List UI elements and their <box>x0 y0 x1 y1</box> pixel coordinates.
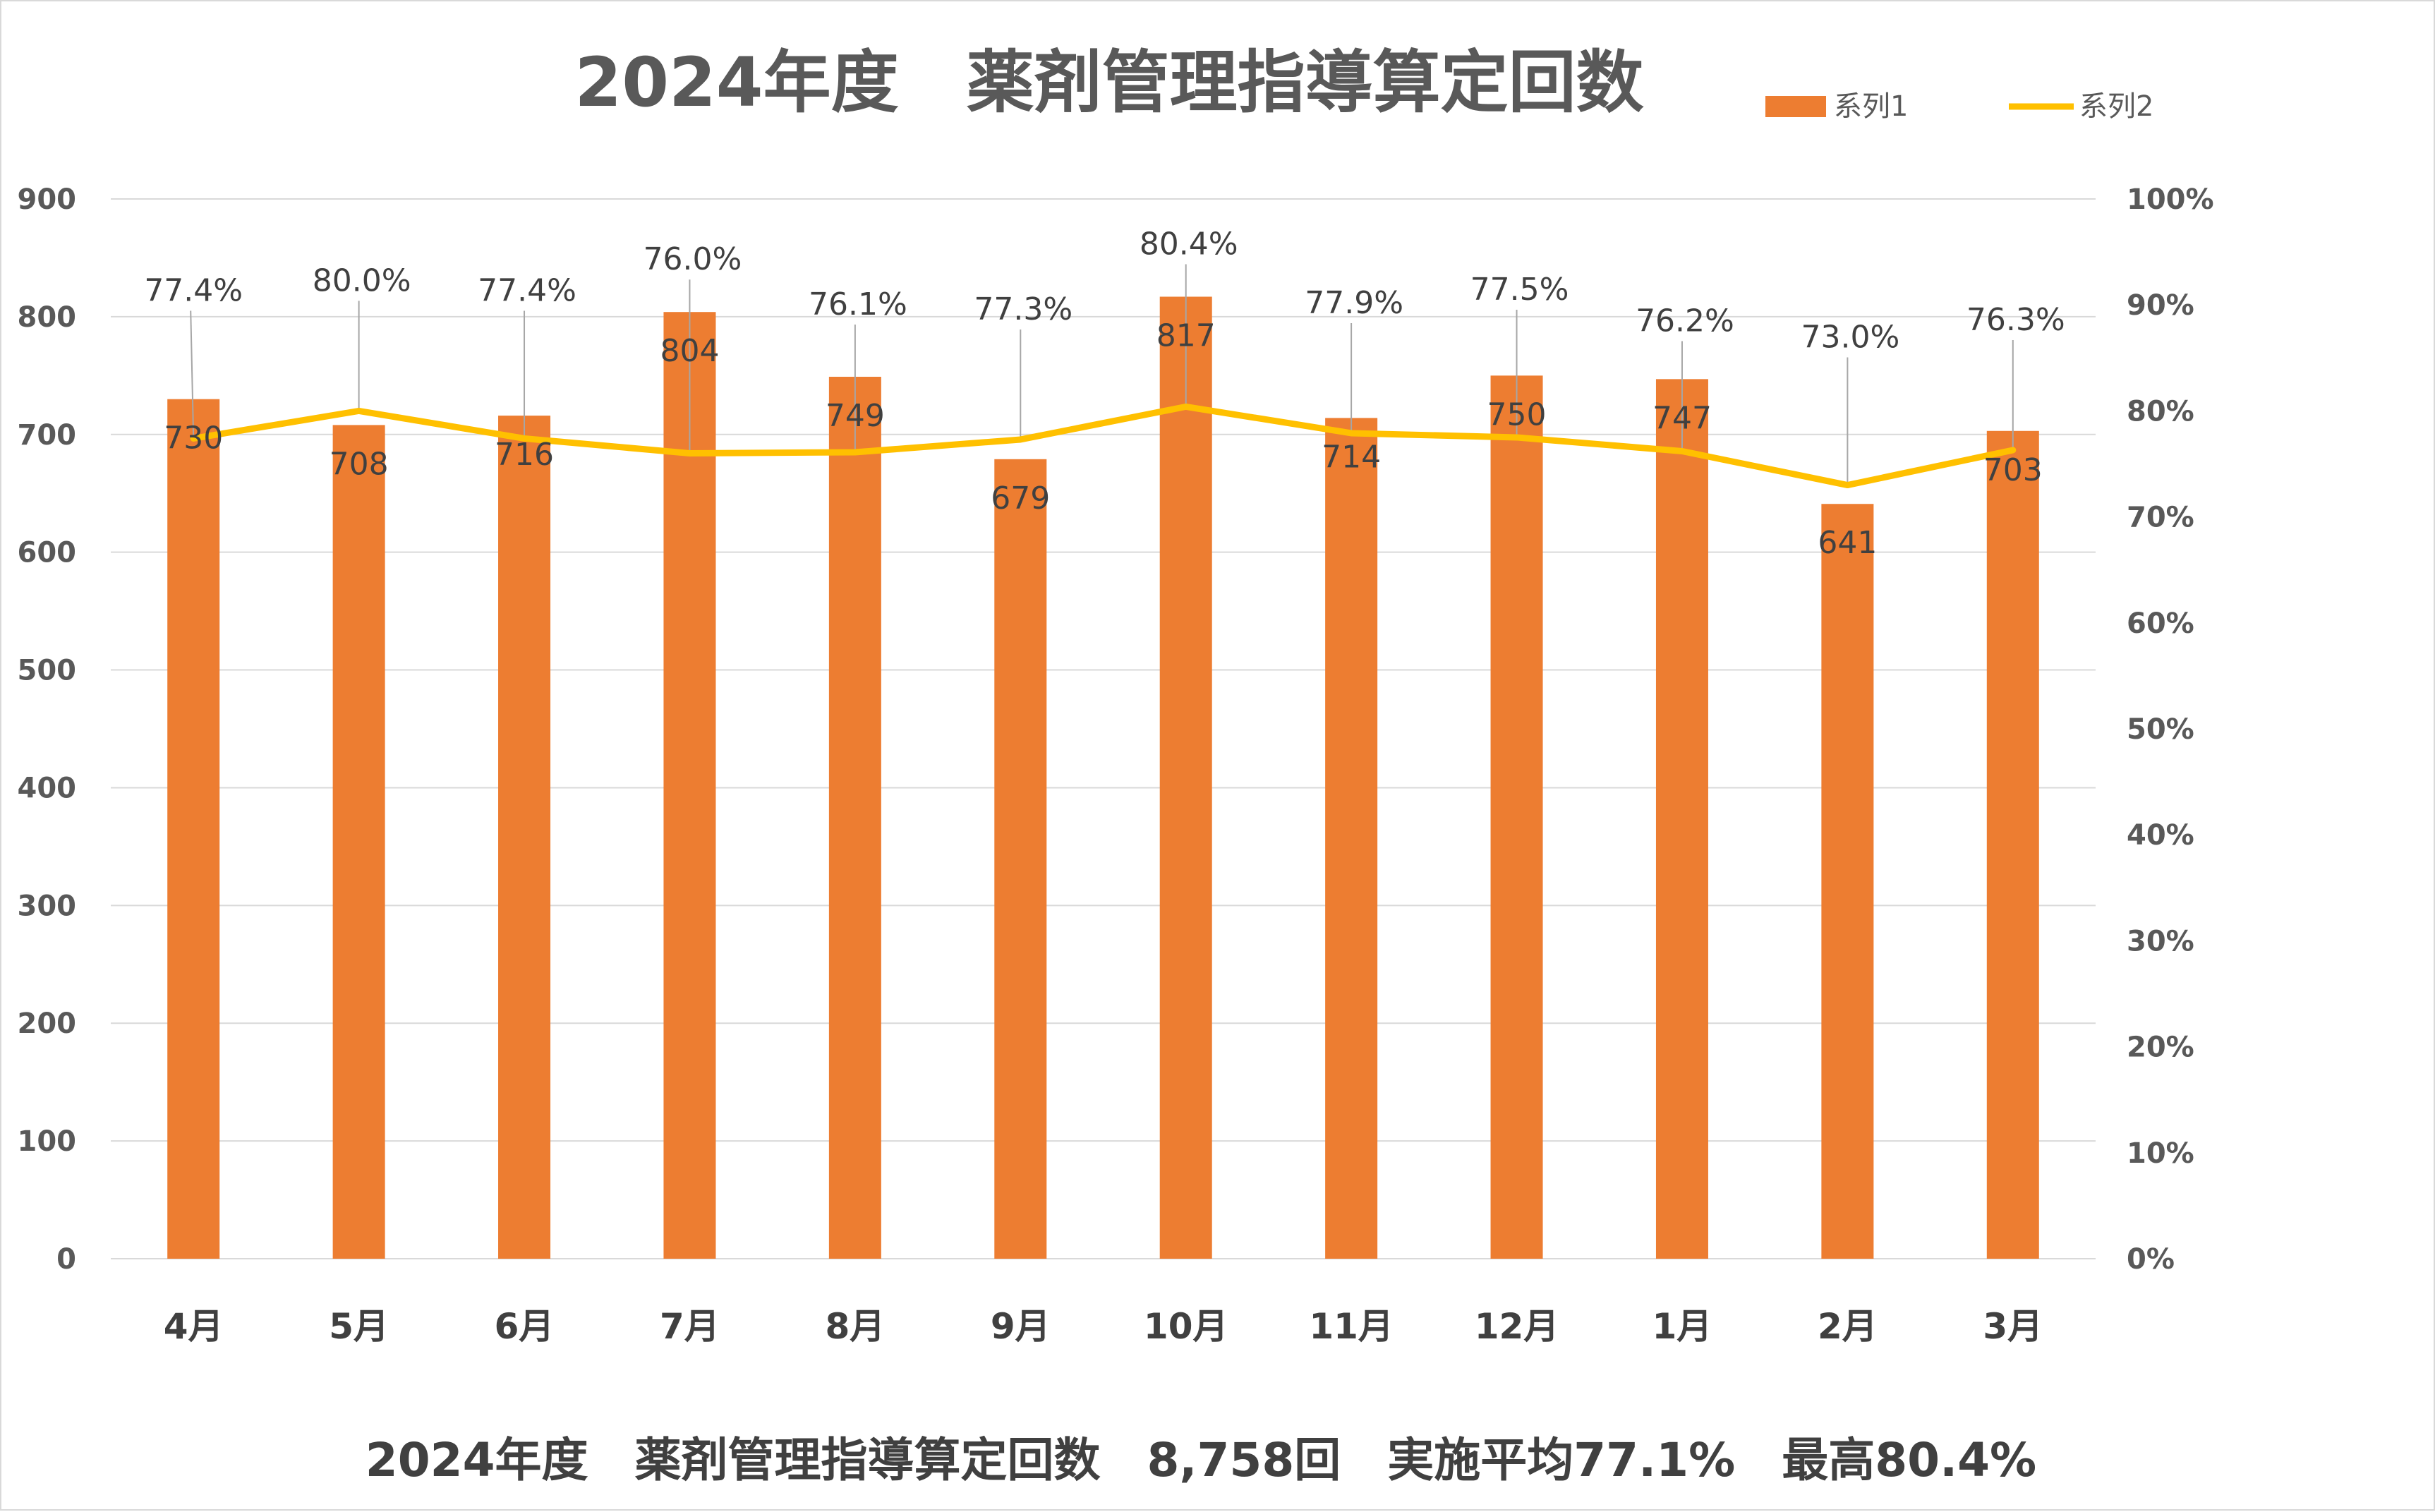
bar-series <box>167 296 2039 1259</box>
bar <box>828 377 881 1259</box>
line-series <box>190 403 2017 489</box>
left-axis-tick-label: 700 <box>18 419 77 452</box>
line-data-label: 77.4% <box>144 272 243 308</box>
right-axis-tick-label: 90% <box>2127 289 2194 322</box>
bar <box>1986 430 2039 1259</box>
bar-data-label: 714 <box>1322 439 1381 475</box>
right-axis-tick-label: 30% <box>2127 925 2194 957</box>
left-axis-tick-label: 500 <box>18 655 77 687</box>
chart-title: 2024年度 薬剤管理指導算定回数 <box>574 43 1643 122</box>
bar <box>498 416 551 1259</box>
legend-swatch-series1 <box>1765 96 1826 117</box>
right-axis-tick-label: 50% <box>2127 713 2194 746</box>
line-data-label: 77.5% <box>1470 272 1569 308</box>
bar-data-labels: 730 708 716 804 749 679 817 714 750 747 641 703 <box>164 318 2043 562</box>
left-axis-tick-label: 900 <box>18 183 77 216</box>
leader-lines <box>190 264 2014 485</box>
gridlines <box>111 198 2096 1259</box>
left-axis-tick-label: 300 <box>18 890 77 922</box>
line-data-labels: 77.4% 80.0% 77.4% 76.0% 76.1% 77.3% 80.4% 77.9%… <box>144 226 2065 356</box>
line-path <box>190 403 2017 489</box>
right-axis-tick-label: 0% <box>2127 1243 2175 1276</box>
left-axis-tick-label: 600 <box>18 537 77 569</box>
category-label: 7月 <box>660 1306 720 1347</box>
leader-line <box>190 310 195 439</box>
legend-label-series1: 系列1 <box>1834 90 1908 123</box>
bar <box>1159 296 1212 1259</box>
chart-footer: 2024年度 薬剤管理指導算定回数 8,758回 実施平均77.1% 最高80.… <box>365 1433 2036 1487</box>
bar <box>1490 375 1543 1259</box>
category-label: 8月 <box>825 1306 885 1347</box>
right-axis-tick-label: 100% <box>2127 183 2214 216</box>
line-data-label: 73.0% <box>1801 320 1899 356</box>
right-axis-tick-label: 60% <box>2127 607 2194 640</box>
bar <box>167 399 220 1259</box>
line-data-label: 76.2% <box>1636 303 1734 339</box>
category-axis: 4月 5月 6月 7月 8月 9月 10月 11月 12月 1月 2月 3月 <box>164 1306 2043 1347</box>
line-data-label: 76.0% <box>644 241 742 277</box>
category-label: 12月 <box>1475 1306 1559 1347</box>
left-axis: 0 100 200 300 400 500 600 700 800 900 <box>18 183 77 1276</box>
line-data-label: 77.9% <box>1305 285 1403 321</box>
right-axis-tick-label: 70% <box>2127 502 2194 534</box>
category-label: 4月 <box>164 1306 224 1347</box>
category-label: 3月 <box>1983 1306 2043 1347</box>
line-data-label: 76.1% <box>809 286 907 322</box>
bar-data-label: 749 <box>826 398 885 434</box>
bar-data-label: 747 <box>1652 400 1712 436</box>
bar-data-label: 817 <box>1156 318 1216 354</box>
bar <box>994 459 1047 1259</box>
line-data-label: 77.3% <box>974 291 1073 327</box>
right-axis-tick-label: 20% <box>2127 1032 2194 1064</box>
line-data-label: 80.0% <box>313 262 411 298</box>
legend-label-series2: 系列2 <box>2079 90 2153 123</box>
line-data-label: 76.3% <box>1966 302 2065 338</box>
bar-data-label: 708 <box>330 446 389 482</box>
category-label: 11月 <box>1309 1306 1394 1347</box>
left-axis-tick-label: 800 <box>18 301 77 334</box>
category-label: 5月 <box>329 1306 389 1347</box>
right-axis-tick-label: 40% <box>2127 819 2194 852</box>
left-axis-tick-label: 0 <box>56 1243 76 1276</box>
line-data-label: 80.4% <box>1140 226 1238 262</box>
right-axis-tick-label: 80% <box>2127 395 2194 428</box>
bar-data-label: 730 <box>164 421 223 456</box>
bar <box>663 312 716 1259</box>
category-label: 2月 <box>1818 1306 1878 1347</box>
category-label: 10月 <box>1144 1306 1228 1347</box>
line-data-label: 77.4% <box>478 272 576 308</box>
bar-data-label: 703 <box>1983 452 2043 488</box>
bar <box>1325 418 1378 1259</box>
bar-data-label: 716 <box>495 437 554 473</box>
bar <box>1655 379 1708 1259</box>
category-label: 1月 <box>1652 1306 1712 1347</box>
right-axis-tick-label: 10% <box>2127 1137 2194 1170</box>
left-axis-tick-label: 400 <box>18 772 77 804</box>
bar <box>1821 504 1874 1259</box>
bar-data-label: 750 <box>1487 397 1547 433</box>
left-axis-tick-label: 100 <box>18 1125 77 1158</box>
legend: 系列1 系列2 <box>1765 90 2153 123</box>
right-axis: 0% 10% 20% 30% 40% 50% 60% 70% 80% 90% 100% <box>2127 183 2214 1276</box>
bar <box>332 425 385 1259</box>
category-label: 9月 <box>991 1306 1051 1347</box>
bar-data-label: 804 <box>660 333 719 369</box>
bar-data-label: 679 <box>991 480 1050 516</box>
bar-data-label: 641 <box>1818 525 1877 561</box>
category-label: 6月 <box>495 1306 555 1347</box>
left-axis-tick-label: 200 <box>18 1008 77 1040</box>
